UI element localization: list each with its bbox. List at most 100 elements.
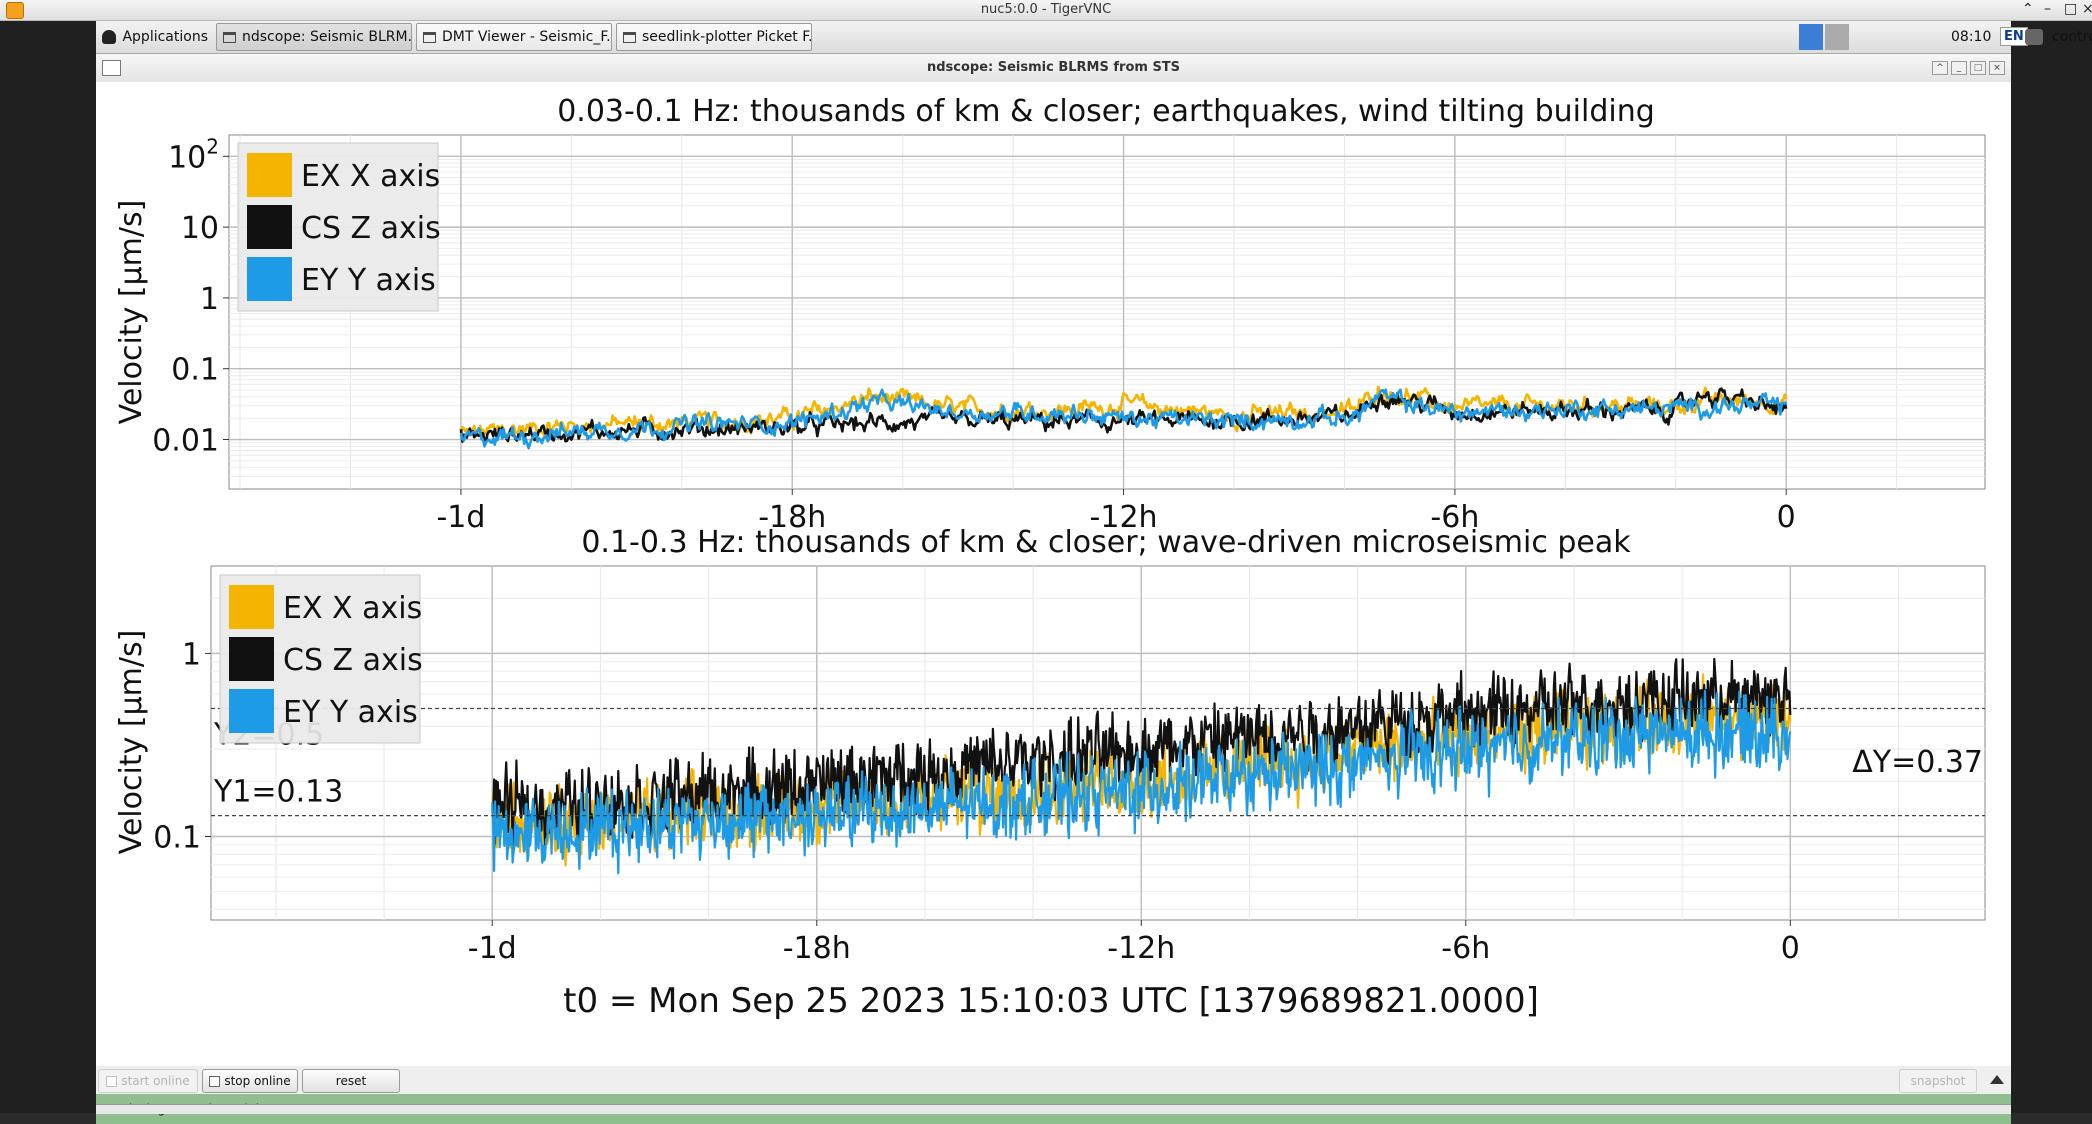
y-tick-label: 102 (168, 134, 219, 175)
plot-top-legend[interactable]: EX X axis CS Z axis EY Y axis (237, 142, 441, 312)
window-title: ndscope: Seismic BLRMS from STS (926, 60, 1181, 75)
vnc-left-border (0, 21, 96, 1113)
window-title-bar: ndscope: Seismic BLRMS from STS ^ _ □ × (96, 54, 2011, 83)
legend-swatch-ey[interactable] (247, 257, 292, 301)
ndscope-window: ndscope: Seismic BLRMS from STS ^ _ □ × … (96, 54, 2011, 1124)
window-icon (623, 31, 636, 43)
start-online-button[interactable]: start online (98, 1069, 198, 1093)
reset-button[interactable]: reset (302, 1069, 400, 1093)
applications-label: Applications (122, 29, 208, 45)
x-tick-label: 0 (1777, 500, 1796, 535)
applications-menu[interactable]: Applications (96, 23, 208, 51)
y-tick-label: 0.1 (153, 821, 201, 856)
plot-bottom-legend[interactable]: EX X axis CS Z axis EY Y axis (219, 574, 423, 744)
y-tick-label: 1 (200, 282, 219, 317)
xfce-mouse-icon (102, 30, 117, 44)
legend-label-cs[interactable]: CS Z axis (301, 211, 441, 246)
task-label: seedlink-plotter Picket F... (642, 29, 812, 45)
plot-top-grid (229, 135, 1985, 489)
delta-y-label: ΔY=0.37 (1852, 745, 1983, 780)
window-menu-icon[interactable] (102, 60, 121, 76)
legend-swatch-cs[interactable] (247, 205, 292, 249)
workspace-switcher[interactable] (1799, 24, 1849, 50)
plot-bottom-title: 0.1-0.3 Hz: thousands of km & closer; wa… (581, 525, 1631, 560)
task-ndscope[interactable]: ndscope: Seismic BLRM... (216, 23, 412, 51)
x-tick-label: -1d (436, 500, 485, 535)
keyboard-layout-badge[interactable]: EN (2000, 27, 2028, 46)
vnc-minimize-icon[interactable]: – (2044, 1, 2051, 17)
plot-top-title: 0.03-0.1 Hz: thousands of km & closer; e… (557, 94, 1655, 129)
shade-icon[interactable]: ^ (1932, 61, 1948, 75)
stop-online-button[interactable]: stop online (202, 1069, 298, 1093)
stop-online-label: stop online (224, 1074, 291, 1088)
task-label: DMT Viewer - Seismic_F... (442, 29, 612, 45)
t0-label: t0 = Mon Sep 25 2023 15:10:03 UTC [13796… (563, 981, 1539, 1021)
workspace-1[interactable] (1799, 24, 1823, 50)
plot-bottom-y-ticks: 0.11 (153, 637, 211, 856)
lower-window-edge (96, 1104, 2011, 1114)
plot-top-y-ticks: 0.01 0.1 1 10 102 (152, 134, 229, 459)
legend-label-ex[interactable]: EX X axis (283, 591, 422, 626)
snapshot-button[interactable]: snapshot (1899, 1069, 1977, 1093)
vnc-close-icon[interactable]: × (2082, 1, 2092, 17)
plot-bottom[interactable]: 0.1-0.3 Hz: thousands of km & closer; wa… (114, 525, 1986, 966)
tigervnc-icon (6, 2, 24, 19)
remote-taskbar: Applications ndscope: Seismic BLRM... DM… (96, 21, 2092, 54)
vnc-title-bar: nuc5:0.0 - TigerVNC ⌃ – □ × (0, 0, 2092, 21)
legend-swatch-ex[interactable] (247, 153, 292, 197)
plot-bottom-x-ticks: -1d -18h -12h -6h 0 (468, 920, 1800, 966)
x-tick-label: -6h (1441, 931, 1490, 966)
y-tick-label: 0.1 (171, 353, 219, 388)
task-dmt-viewer[interactable]: DMT Viewer - Seismic_F... (416, 23, 612, 51)
x-tick-label: -12h (1090, 500, 1158, 535)
y1-cursor-label: Y1=0.13 (213, 775, 343, 810)
task-label: ndscope: Seismic BLRM... (242, 29, 412, 45)
close-icon[interactable]: × (1989, 61, 2005, 75)
start-online-label: start online (121, 1074, 190, 1088)
series-ey-trace (459, 388, 1788, 450)
series-cs-trace (491, 657, 1792, 848)
expand-panel-icon[interactable] (1990, 1075, 2004, 1084)
x-tick-label: -18h (783, 931, 851, 966)
y-tick-label: 1 (182, 637, 201, 672)
x-tick-label: 0 (1781, 931, 1800, 966)
plot-top-ylabel: Velocity [µm/s] (114, 200, 149, 425)
legend-label-cs[interactable]: CS Z axis (283, 643, 423, 678)
controls-label[interactable]: controls (2052, 29, 2092, 45)
vnc-chevron-up-icon[interactable]: ⌃ (2022, 1, 2034, 17)
legend-label-ey[interactable]: EY Y axis (301, 263, 436, 298)
plots-svg[interactable]: 0.03-0.1 Hz: thousands of km & closer; e… (96, 82, 2011, 1062)
legend-swatch-ex[interactable] (229, 585, 274, 629)
vnc-maximize-icon[interactable]: □ (2064, 1, 2078, 17)
control-bar: start online stop online reset snapshot (96, 1066, 2011, 1096)
clock[interactable]: 08:10 (1951, 29, 1992, 45)
task-seedlink-plotter[interactable]: seedlink-plotter Picket F... (616, 23, 812, 51)
plot-area: 0.03-0.1 Hz: thousands of km & closer; e… (96, 82, 2011, 1062)
minimize-icon[interactable]: _ (1951, 61, 1967, 75)
network-icon[interactable] (2025, 29, 2043, 45)
workspace-2[interactable] (1825, 24, 1849, 50)
y-tick-label: 0.01 (152, 424, 219, 459)
x-tick-label: -6h (1430, 500, 1479, 535)
plot-bottom-ylabel: Velocity [µm/s] (114, 630, 149, 855)
plot-top-series (459, 385, 1788, 450)
window-icon (423, 31, 436, 43)
legend-swatch-ey[interactable] (229, 689, 274, 733)
vnc-title: nuc5:0.0 - TigerVNC (980, 2, 1112, 17)
x-tick-label: -12h (1107, 931, 1175, 966)
plot-top-x-ticks: -1d -18h -12h -6h 0 (436, 489, 1796, 535)
plot-bottom-series (491, 657, 1792, 875)
maximize-icon[interactable]: □ (1970, 61, 1986, 75)
legend-label-ex[interactable]: EX X axis (301, 159, 440, 194)
y-tick-label: 10 (181, 211, 219, 246)
window-icon (223, 31, 236, 43)
x-tick-label: -18h (758, 500, 826, 535)
plot-top[interactable]: 0.03-0.1 Hz: thousands of km & closer; e… (114, 94, 1986, 535)
legend-swatch-cs[interactable] (229, 637, 274, 681)
x-tick-label: -1d (468, 931, 517, 966)
series-ey-trace (491, 689, 1792, 875)
legend-label-ey[interactable]: EY Y axis (283, 695, 418, 730)
start-online-checkbox-icon (106, 1075, 118, 1087)
stop-online-checkbox-icon (209, 1075, 221, 1087)
vnc-right-border (2011, 21, 2092, 1113)
